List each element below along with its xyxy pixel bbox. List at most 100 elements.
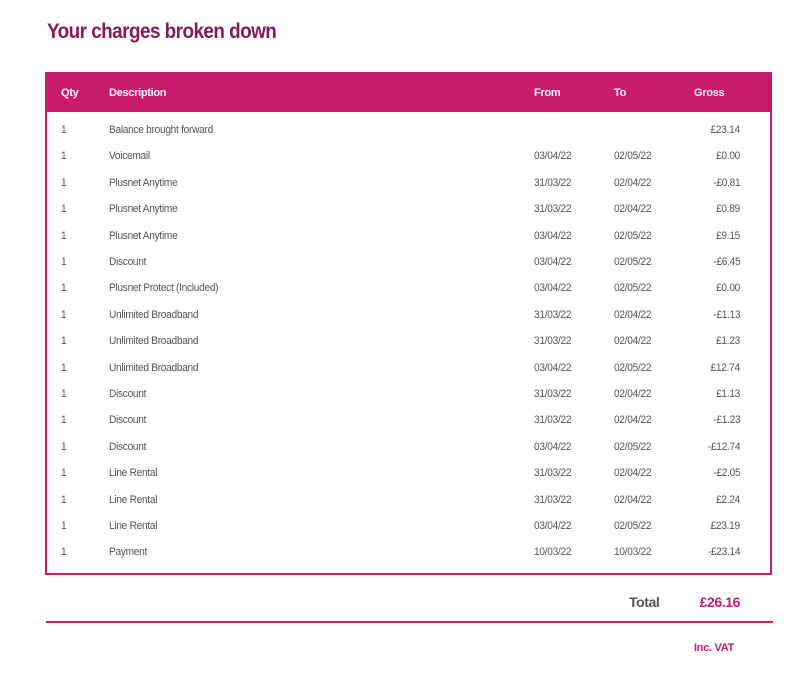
cell-to: 02/05/22	[614, 229, 652, 242]
total-label: Total	[629, 594, 660, 610]
cell-description: Plusnet Anytime	[109, 203, 178, 216]
cell-to: 02/05/22	[614, 150, 652, 163]
table-row: 1 Balance brought forward £23.14	[47, 124, 770, 144]
cell-qty: 1	[61, 150, 67, 163]
cell-gross: -£0.81	[712, 176, 740, 189]
cell-qty: 1	[61, 229, 67, 242]
cell-qty: 1	[61, 282, 67, 295]
cell-to: 02/04/22	[614, 203, 652, 216]
cell-to: 10/03/22	[614, 546, 652, 559]
cell-gross: -£2.05	[712, 467, 740, 480]
cell-from: 31/03/22	[534, 467, 572, 480]
header-gross: Gross	[694, 87, 725, 99]
cell-from: 31/03/22	[534, 388, 572, 400]
cell-to: 02/04/22	[614, 493, 652, 506]
cell-qty: 1	[61, 124, 67, 136]
cell-qty: 1	[61, 176, 67, 189]
header-qty: Qty	[61, 87, 79, 99]
cell-qty: 1	[61, 520, 67, 532]
cell-to: 02/04/22	[614, 467, 652, 480]
table-row: 1 Plusnet Protect (Included) 03/04/22 02/05…	[47, 282, 770, 302]
vat-note: Inc. VAT	[694, 642, 734, 654]
cell-qty: 1	[61, 493, 67, 506]
cell-qty: 1	[61, 546, 67, 559]
cell-to: 02/05/22	[614, 282, 652, 295]
cell-from: 31/03/22	[534, 308, 572, 321]
cell-qty: 1	[61, 203, 67, 216]
cell-to: 02/05/22	[614, 256, 652, 268]
table-row: 1 Plusnet Anytime 03/04/22 02/05/22 £9.15	[47, 230, 770, 250]
table-header: Qty Description From To Gross	[47, 74, 770, 112]
cell-from: 03/04/22	[534, 150, 572, 163]
cell-description: Line Rental	[109, 493, 158, 506]
table-row: 1 Discount 31/03/22 02/04/22 £1.13	[47, 388, 770, 408]
cell-qty: 1	[61, 388, 67, 400]
cell-gross: £1.13	[716, 388, 740, 400]
cell-gross: £9.15	[716, 229, 740, 242]
cell-description: Plusnet Anytime	[109, 176, 178, 189]
cell-description: Discount	[109, 440, 147, 453]
table-row: 1 Discount 31/03/22 02/04/22 -£1.23	[47, 414, 770, 434]
cell-qty: 1	[61, 308, 67, 321]
cell-description: Voicemail	[109, 150, 150, 163]
cell-from: 03/04/22	[534, 282, 572, 295]
cell-gross: £0.00	[716, 150, 740, 163]
cell-gross: £2.24	[716, 493, 740, 506]
cell-gross: £23.14	[710, 124, 741, 136]
cell-gross: £12.74	[710, 361, 741, 374]
cell-from: 03/04/22	[534, 229, 572, 242]
cell-description: Discount	[109, 388, 147, 400]
cell-to: 02/05/22	[614, 440, 652, 453]
table-row: 1 Unlimited Broadband 31/03/22 02/04/22 £1.2…	[47, 335, 770, 355]
cell-to: 02/05/22	[614, 361, 652, 374]
table-row: 1 Plusnet Anytime 31/03/22 02/04/22 £0.89	[47, 203, 770, 223]
header-from: From	[534, 87, 561, 99]
page-title: Your charges broken down	[47, 20, 277, 43]
cell-description: Discount	[109, 256, 147, 268]
cell-to: 02/04/22	[614, 335, 652, 348]
header-to: To	[614, 87, 627, 99]
cell-to: 02/04/22	[614, 388, 652, 400]
charges-table: Qty Description From To Gross 1 Balance b…	[45, 72, 772, 575]
cell-gross: -£1.13	[712, 308, 740, 321]
cell-from: 31/03/22	[534, 414, 572, 427]
cell-qty: 1	[61, 335, 67, 348]
cell-from: 31/03/22	[534, 335, 572, 348]
cell-qty: 1	[61, 467, 67, 480]
table-row: 1 Line Rental 31/03/22 02/04/22 -£2.05	[47, 467, 770, 487]
cell-gross: -£6.45	[712, 256, 740, 268]
cell-to: 02/04/22	[614, 414, 652, 427]
table-row: 1 Discount 03/04/22 02/05/22 -£6.45	[47, 256, 770, 276]
cell-description: Unlimited Broadband	[109, 361, 199, 374]
table-row: 1 Line Rental 03/04/22 02/05/22 £23.19	[47, 520, 770, 540]
table-row: 1 Plusnet Anytime 31/03/22 02/04/22 -£0.81	[47, 177, 770, 197]
cell-description: Line Rental	[109, 467, 158, 480]
table-row: 1 Unlimited Broadband 03/04/22 02/05/22 £12.…	[47, 362, 770, 382]
cell-description: Payment	[109, 546, 148, 559]
table-row: 1 Discount 03/04/22 02/05/22 -£12.74	[47, 441, 770, 461]
table-row: 1 Voicemail 03/04/22 02/05/22 £0.00	[47, 150, 770, 170]
table-row: 1 Unlimited Broadband 31/03/22 02/04/22 -£1.…	[47, 309, 770, 329]
table-row: 1 Line Rental 31/03/22 02/04/22 £2.24	[47, 494, 770, 514]
cell-from: 31/03/22	[534, 203, 572, 216]
cell-description: Balance brought forward	[109, 124, 213, 136]
cell-to: 02/04/22	[614, 176, 652, 189]
total-value: £26.16	[699, 594, 741, 610]
cell-from: 03/04/22	[534, 520, 572, 532]
cell-to: 02/04/22	[614, 308, 652, 321]
cell-gross: £0.00	[716, 282, 740, 295]
cell-gross: £1.23	[716, 335, 740, 348]
cell-gross: -£12.74	[707, 440, 741, 453]
cell-gross: -£1.23	[712, 414, 740, 427]
cell-description: Line Rental	[109, 520, 158, 532]
cell-to: 02/05/22	[614, 520, 652, 532]
header-description: Description	[109, 87, 167, 99]
cell-from: 03/04/22	[534, 256, 572, 268]
cell-qty: 1	[61, 361, 67, 374]
cell-description: Plusnet Protect (Included)	[109, 282, 219, 295]
cell-description: Unlimited Broadband	[109, 308, 199, 321]
cell-description: Discount	[109, 414, 147, 427]
cell-from: 10/03/22	[534, 546, 572, 559]
cell-from: 31/03/22	[534, 493, 572, 506]
cell-qty: 1	[61, 414, 67, 427]
